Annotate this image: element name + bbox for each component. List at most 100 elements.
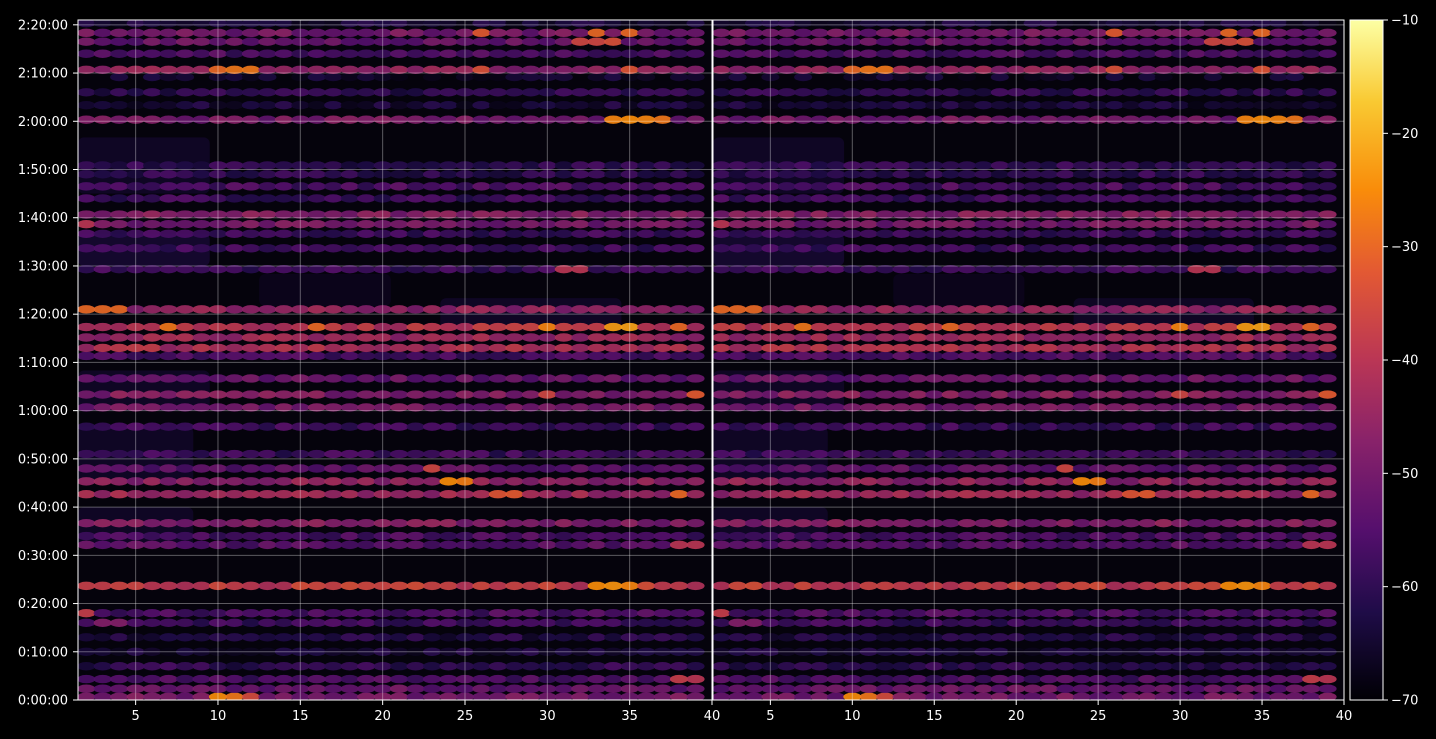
heatmap-cell — [958, 633, 977, 642]
heatmap-cell — [554, 490, 573, 499]
heatmap-cell — [604, 28, 623, 38]
heatmap-cell — [241, 194, 260, 203]
heatmap-cell — [78, 229, 96, 239]
heatmap-cell — [761, 490, 780, 499]
heatmap-cell — [1007, 674, 1026, 684]
heatmap-cell — [1154, 518, 1173, 528]
heatmap-cell — [892, 49, 911, 58]
heatmap-cell — [357, 264, 376, 274]
heatmap-cell — [1285, 88, 1304, 97]
heatmap-cell — [1023, 518, 1042, 528]
heatmap-cell — [340, 343, 359, 353]
heatmap-cell — [78, 88, 96, 97]
heatmap-cell — [1187, 49, 1206, 58]
heatmap-cell — [941, 403, 960, 412]
heatmap-cell — [324, 264, 343, 274]
heatmap-cell — [620, 403, 639, 412]
heatmap-cell — [620, 72, 639, 82]
heatmap-cell — [554, 692, 573, 700]
heatmap-cell — [1089, 490, 1108, 499]
heatmap-cell — [1007, 477, 1026, 486]
heatmap-cell — [1171, 531, 1190, 541]
heatmap-cell — [554, 219, 573, 229]
heatmap-cell — [810, 182, 829, 191]
heatmap-cell — [620, 343, 639, 353]
heatmap-cell — [488, 264, 507, 274]
heatmap-cell — [892, 633, 911, 642]
heatmap-cell — [1253, 20, 1272, 28]
heatmap-cell — [1236, 581, 1255, 591]
heatmap-cell — [826, 210, 845, 219]
heatmap-cell — [892, 464, 911, 473]
heatmap-cell — [744, 49, 763, 58]
heatmap-cell — [291, 692, 310, 700]
heatmap-cell — [908, 692, 927, 700]
heatmap-cell — [455, 684, 475, 693]
heatmap-cell — [422, 674, 442, 684]
heatmap-cell — [908, 403, 927, 412]
heatmap-cell — [521, 477, 540, 486]
heatmap-cell — [1203, 449, 1222, 459]
heatmap-cell — [340, 518, 359, 528]
heatmap-cell — [620, 65, 639, 75]
heatmap-cell — [1154, 305, 1173, 314]
heatmap-cell — [620, 618, 639, 628]
heatmap-cell — [908, 170, 927, 179]
heatmap-cell — [637, 20, 656, 28]
heatmap-cell — [620, 518, 639, 528]
heatmap-cell — [324, 101, 343, 110]
heatmap-cell — [686, 531, 705, 541]
heatmap-cell — [1039, 115, 1059, 124]
heatmap-cell — [974, 219, 993, 229]
heatmap-cell — [521, 464, 540, 473]
heatmap-cell — [1138, 72, 1157, 82]
heatmap-cell — [159, 161, 178, 170]
heatmap-cell — [390, 477, 409, 486]
heatmap-cell — [1039, 647, 1059, 656]
heatmap-cell — [1154, 449, 1173, 459]
heatmap-cell — [274, 403, 293, 412]
heatmap-cell — [744, 37, 763, 46]
heatmap-cell — [340, 305, 359, 314]
heatmap-cell — [192, 351, 211, 361]
heatmap-cell — [208, 88, 228, 97]
heatmap-cell — [1072, 518, 1091, 528]
heatmap-cell — [843, 351, 862, 361]
heatmap-cell — [892, 244, 911, 253]
heatmap-cell — [653, 244, 672, 253]
heatmap-cell — [340, 633, 359, 642]
heatmap-cell — [728, 161, 747, 170]
heatmap-cell — [1236, 633, 1255, 642]
heatmap-cell — [78, 170, 96, 179]
heatmap-cell — [78, 194, 96, 203]
heatmap-cell — [505, 581, 524, 591]
heatmap-cell — [958, 229, 977, 239]
heatmap-cell — [93, 49, 112, 58]
heatmap-cell — [274, 449, 293, 459]
heatmap-cell — [241, 581, 260, 591]
heatmap-cell — [1039, 618, 1059, 628]
heatmap-cell — [225, 49, 244, 58]
heatmap-cell — [1007, 37, 1026, 46]
heatmap-cell — [1138, 264, 1157, 274]
heatmap-cell — [1285, 305, 1304, 314]
heatmap-cell — [686, 170, 705, 179]
heatmap-cell — [990, 518, 1009, 528]
heatmap-cell — [620, 464, 639, 473]
heatmap-cell — [1056, 305, 1075, 314]
heatmap-cell — [1302, 449, 1321, 459]
heatmap-cell — [472, 28, 491, 38]
heatmap-cell — [110, 540, 129, 550]
heatmap-cell — [192, 115, 211, 124]
heatmap-cell — [1138, 633, 1157, 642]
heatmap-cell — [93, 674, 112, 684]
heatmap-cell — [159, 684, 178, 693]
heatmap-cell — [110, 422, 129, 431]
heatmap-cell — [1023, 28, 1042, 38]
heatmap-cell — [958, 422, 977, 431]
heatmap-cell — [925, 229, 944, 239]
heatmap-cell — [241, 464, 260, 473]
heatmap-cell — [1253, 333, 1272, 342]
heatmap-cell — [1056, 210, 1075, 219]
